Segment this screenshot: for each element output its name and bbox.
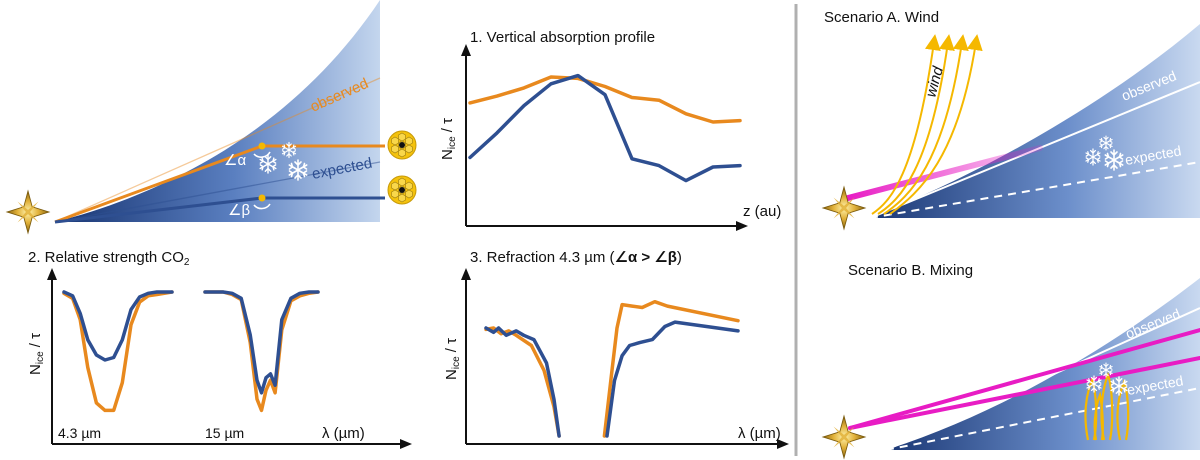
title-bold: ∠α > ∠β [615,249,677,266]
geometry-panel: ∠α ∠β observed expected [6,0,417,234]
series-line-observed-seg-1 [602,299,740,438]
wind-arrow [871,34,941,215]
wind-arrow [883,34,969,215]
chart-refraction: 3. Refraction 4.3 µm (∠α > ∠β) Nice / τ … [443,249,789,449]
series-line-expected-seg-1 [605,320,740,438]
mixing-loop [1084,377,1098,441]
wind-arrow [889,34,983,215]
title-end: ) [677,249,682,266]
ylabel-sub: ice [35,351,46,364]
x-axis-arrow [777,439,789,449]
x-axis-label: λ (µm) [738,425,781,442]
chart-title: 3. Refraction 4.3 µm (∠α > ∠β) [470,249,682,266]
chart-title: 2. Relative strength CO2 [28,249,190,268]
title-sub: 2 [184,257,190,268]
ylabel-tail: / τ [27,333,44,352]
ylabel-main: N [27,364,44,375]
ylabel-tail: / τ [443,338,460,357]
x-axis-label: λ (µm) [322,425,365,442]
expected-ray [54,196,263,224]
scenario-b: Scenario B. Mixing observed expected [822,262,1200,459]
series-line-observed [468,75,742,124]
telescope-icon [387,130,417,160]
wind-arrow [877,34,955,215]
ylabel-sub: ice [447,136,458,149]
title-main: 3. Refraction 4.3 µm ( [470,249,615,266]
refraction-point-beta [258,194,266,202]
star-icon [6,190,50,234]
telescope-icon [387,175,417,205]
sightline-magenta [848,356,1200,430]
expected-line [885,387,1200,451]
disk-wedge [55,0,380,222]
mixing-loop [1093,391,1104,441]
sightline-magenta [845,145,1043,201]
star-icon [822,415,866,459]
observed-faint-ray [54,77,381,223]
x-axis-arrow [400,439,412,449]
label-alpha: ∠α [224,152,246,169]
ylabel-main: N [443,369,460,380]
series-line-expected-band-1 [203,290,320,395]
strength-series [62,290,320,413]
observed-line [885,307,1200,451]
y-axis-arrow [461,268,471,280]
y-axis-label: Nice / τ [443,338,462,380]
y-axis-arrow [461,44,471,56]
series-line-observed-seg-0 [484,326,561,438]
observed-ray [54,144,263,224]
chart-title: 1. Vertical absorption profile [470,29,655,46]
series-line-observed-band-0 [62,290,174,413]
x-axis-arrow [736,221,748,231]
angle-arc-alpha [253,151,271,158]
sightline-magenta [848,328,1200,430]
wind-label: wind [922,64,947,99]
ylabel-main: N [439,149,456,160]
x-axis-label: z (au) [743,203,781,220]
chart-strength: 2. Relative strength CO2 Nice / τ 4.3 µm… [27,249,412,449]
disk-wedge [886,278,1200,450]
y-axis-label: Nice / τ [27,333,46,375]
profile-series [468,73,742,183]
y-axis-arrow [47,268,57,280]
series-line-expected [468,73,742,183]
label-beta: ∠β [228,202,250,219]
disk-wedge [870,24,1200,218]
ylabel-tail: / τ [439,118,456,137]
title-main: 2. Relative strength CO [28,249,184,266]
series-line-expected-seg-0 [484,326,561,438]
ylabel-sub: ice [451,356,462,369]
expected-faint-ray [54,161,381,223]
refraction-series [484,299,740,438]
chart-profile: 1. Vertical absorption profile Nice / τ … [439,29,781,231]
scenario-title: Scenario A. Wind [824,9,939,26]
series-line-expected-band-0 [62,290,174,362]
scenario-title: Scenario B. Mixing [848,262,973,279]
tick-label: 15 µm [205,425,244,441]
angle-arc-beta [253,203,271,210]
y-axis-label: Nice / τ [439,118,458,160]
wind-streams [871,34,983,215]
tick-label: 4.3 µm [58,425,101,441]
refraction-point-alpha [258,142,266,150]
scenario-a: Scenario A. Wind observed expected wind [822,9,1200,230]
